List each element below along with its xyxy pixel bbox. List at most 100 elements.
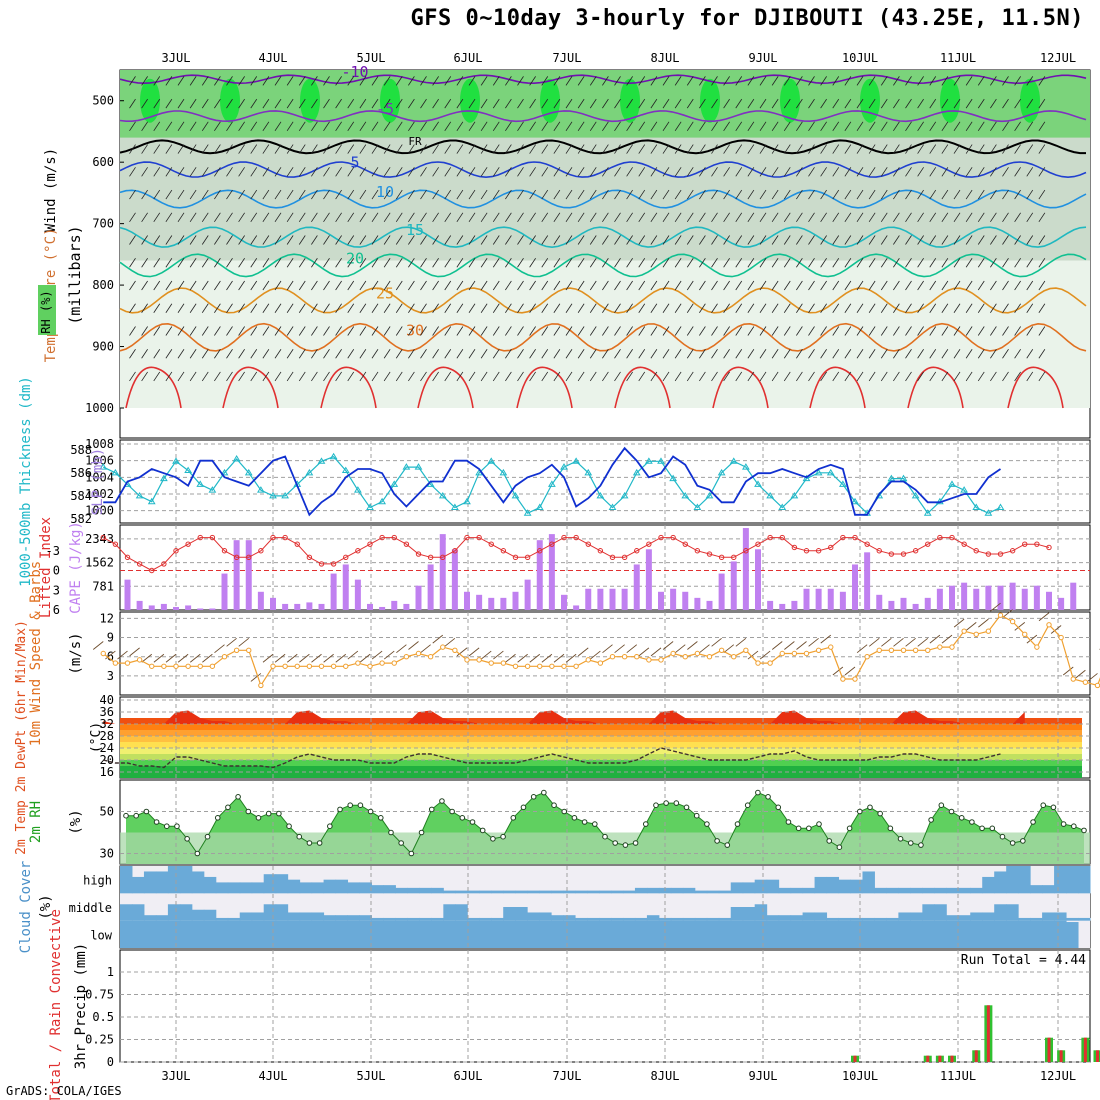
wind-barb	[735, 121, 743, 132]
wind-barb	[796, 98, 803, 109]
point-wind-speed	[803, 650, 810, 657]
bar-cape	[282, 603, 289, 610]
wind-barb	[929, 189, 937, 200]
isotherm-35	[320, 366, 377, 409]
wind-barb	[977, 235, 985, 245]
wind-barb	[771, 235, 779, 245]
wind-barb	[650, 371, 658, 382]
cloud-middle-cell	[670, 917, 684, 921]
wind-barb	[1026, 371, 1034, 382]
wind-barb	[796, 189, 803, 200]
bar-cape	[864, 552, 871, 610]
y-axis-label-cape: CAPE (J/kg)	[68, 521, 84, 614]
point-lifted-index	[112, 541, 119, 547]
point-2m-rh	[999, 833, 1006, 840]
wind-barb	[929, 348, 937, 359]
wind-barb	[614, 280, 621, 291]
wind-barb	[589, 189, 597, 200]
wind-barb	[517, 348, 524, 359]
wind-barb	[250, 235, 258, 245]
cloud-low-cell	[982, 920, 995, 948]
bar-cape	[730, 561, 737, 610]
wind-barb	[723, 326, 730, 336]
cloud-low-cell	[203, 920, 217, 948]
cloud-high-cell	[383, 885, 396, 894]
wind-barb	[298, 235, 306, 245]
bar-cape	[791, 600, 798, 610]
wind-barb	[589, 76, 597, 86]
wind-barb	[250, 121, 258, 132]
wind-barb	[456, 167, 464, 177]
wind-barb	[589, 280, 597, 291]
wind-barb	[565, 76, 573, 86]
wind-barb	[686, 303, 694, 313]
bar-precip-convective	[926, 1055, 930, 1062]
point-lifted-index	[609, 554, 616, 561]
wind-barb	[456, 348, 464, 359]
y-tick-cape: 781	[92, 579, 114, 593]
wind-barb	[420, 371, 427, 382]
wind-barb	[820, 167, 827, 177]
point-wind-speed	[743, 647, 749, 654]
wind-barb	[226, 121, 233, 132]
cloud-middle-cell	[323, 915, 337, 921]
point-wind-speed	[949, 644, 955, 650]
wind-barb	[274, 212, 282, 223]
wind-barb	[420, 212, 427, 223]
wind-barb	[1026, 348, 1034, 359]
wind-barb	[674, 348, 682, 359]
wind-barb	[226, 189, 233, 200]
wind-barb	[723, 371, 730, 382]
wind-barb	[553, 212, 561, 223]
isotherm-label: 5	[350, 154, 359, 172]
cloud-low-cell	[419, 920, 432, 948]
cloud-middle-cell	[658, 917, 672, 921]
wind-barb	[383, 76, 391, 86]
wind-barb	[832, 258, 840, 268]
wind-barb	[165, 326, 173, 336]
point-lifted-index	[355, 548, 361, 554]
wind-barb	[250, 98, 258, 109]
wind-barb	[662, 189, 670, 200]
point-2m-rh	[1009, 840, 1016, 846]
point-lifted-index	[961, 541, 967, 547]
cloud-low-cell	[383, 920, 396, 948]
isotherm-20	[119, 253, 1087, 278]
rh-high-patch	[220, 78, 240, 123]
temp-band	[120, 754, 1082, 760]
wind-barb	[492, 280, 500, 291]
wind-barb	[298, 98, 306, 109]
wind-barb	[638, 212, 646, 223]
wind-barb	[856, 76, 864, 86]
point-wind-speed	[912, 647, 919, 654]
wind-barb	[771, 98, 779, 109]
point-thickness	[584, 468, 593, 476]
wind-barb	[238, 280, 245, 291]
bar-cape	[985, 585, 992, 610]
point-wind-speed	[561, 663, 567, 669]
cloud-layer-label: high	[83, 874, 112, 888]
wind-barb	[141, 303, 148, 313]
wind-barb	[371, 326, 379, 336]
wind-barb	[1002, 121, 1009, 132]
wind-barb	[286, 167, 294, 177]
wind-barb	[941, 189, 949, 200]
cloud-low-cell	[898, 920, 911, 948]
wind-barb	[614, 258, 621, 268]
wind-barb	[662, 167, 670, 177]
isotherm-35	[712, 366, 769, 409]
wind-barb	[505, 371, 512, 382]
wind-barb	[298, 212, 306, 223]
y-tick-wind: 12	[100, 611, 114, 625]
cloud-low-cell	[730, 920, 744, 948]
wind-barb	[589, 371, 597, 382]
wind-barb	[286, 326, 294, 336]
wind-barb	[929, 371, 937, 382]
temp-band	[120, 736, 1082, 742]
point-2m-rh	[418, 829, 425, 836]
wind-barb-10m	[153, 653, 165, 663]
wind-barb	[759, 76, 767, 86]
wind-barb	[674, 121, 682, 132]
wind-barb	[602, 98, 609, 109]
wind-barb	[1026, 326, 1034, 336]
